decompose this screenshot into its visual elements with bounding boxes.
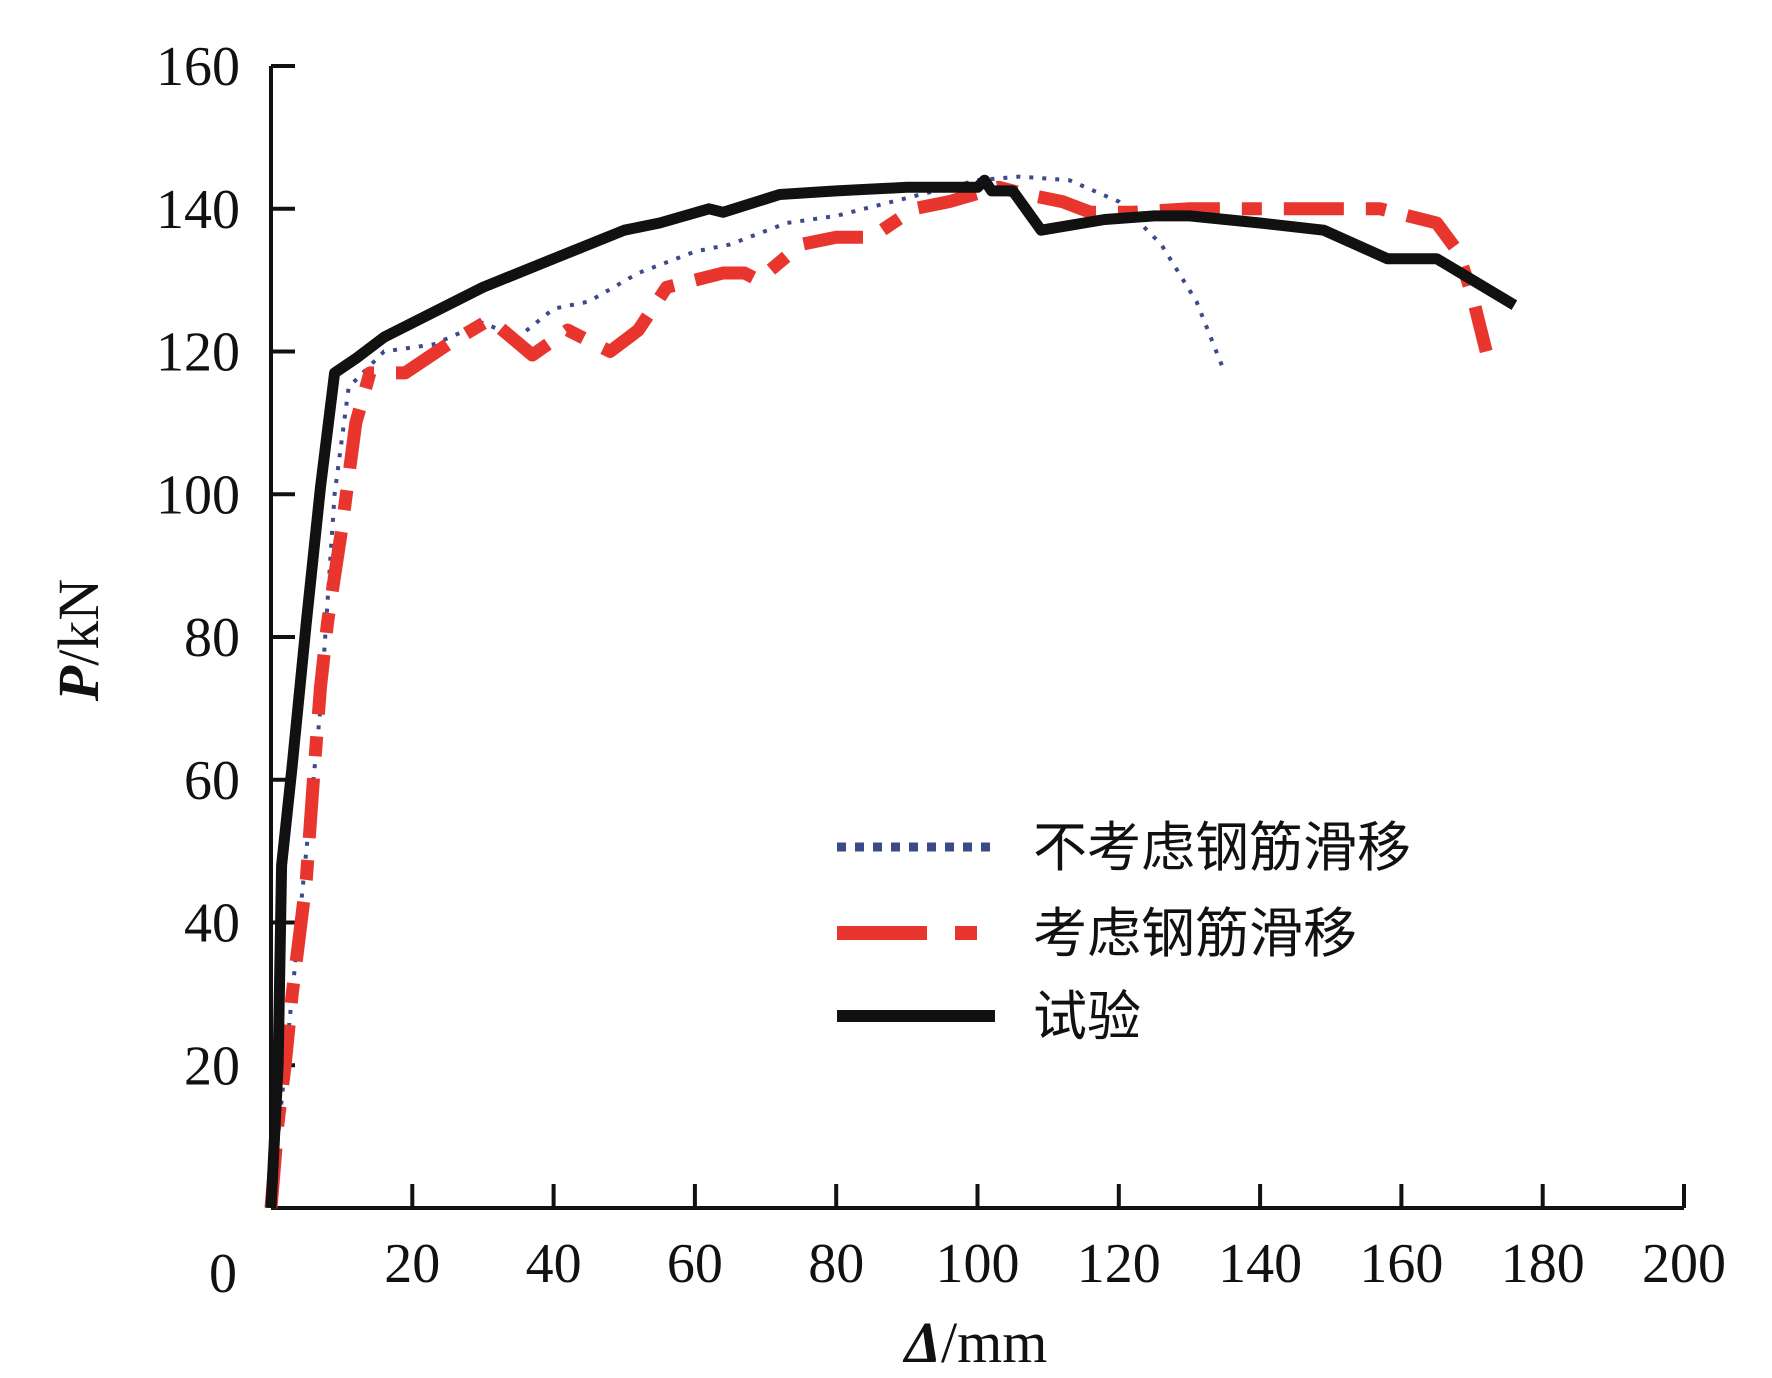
axes: 0 20 40 60 80 100 120 140 160 180 200 20 40 60 80 100 12… xyxy=(156,36,1726,1305)
y-tick-label: 120 xyxy=(156,322,240,384)
y-tick-label: 60 xyxy=(184,750,240,812)
y-tick-label: 80 xyxy=(184,607,240,669)
y-axis-symbol: P xyxy=(46,665,111,702)
y-tick-label: 20 xyxy=(184,1035,240,1097)
x-tick-label: 40 xyxy=(526,1233,582,1295)
x-tick-label: 140 xyxy=(1218,1233,1302,1295)
y-tick-label: 100 xyxy=(156,464,240,526)
x-tick-label: 120 xyxy=(1077,1233,1161,1295)
series-line-1 xyxy=(269,174,1227,1209)
y-tick-label: 140 xyxy=(156,179,240,241)
series-group xyxy=(264,174,1518,1209)
x-axis-unit: /mm xyxy=(941,1310,1047,1375)
x-tick-label: 80 xyxy=(808,1233,864,1295)
legend-label: 不考虑钢筋滑移 xyxy=(1033,816,1411,879)
y-tick-label: 40 xyxy=(184,893,240,955)
x-tick-label: 160 xyxy=(1359,1233,1443,1295)
legend-label: 考虑钢筋滑移 xyxy=(1033,902,1357,965)
x-tick-label: 180 xyxy=(1501,1233,1585,1295)
x-tick-label: 20 xyxy=(384,1233,440,1295)
x-tick-label: 100 xyxy=(936,1233,1020,1295)
y-axis-title: P/kN xyxy=(46,579,111,702)
series-line-2 xyxy=(264,180,1493,1209)
x-tick-label: 200 xyxy=(1642,1233,1726,1295)
series-line-3 xyxy=(265,174,1518,1209)
legend-label: 试验 xyxy=(1033,985,1141,1048)
x-tick-label: 60 xyxy=(667,1233,723,1295)
y-axis-unit: /kN xyxy=(46,579,111,666)
x-axis-title: Δ/mm xyxy=(903,1310,1048,1375)
y-tick-label: 160 xyxy=(156,36,240,98)
x-tick-label: 0 xyxy=(209,1243,237,1305)
x-axis-symbol: Δ xyxy=(903,1310,941,1375)
